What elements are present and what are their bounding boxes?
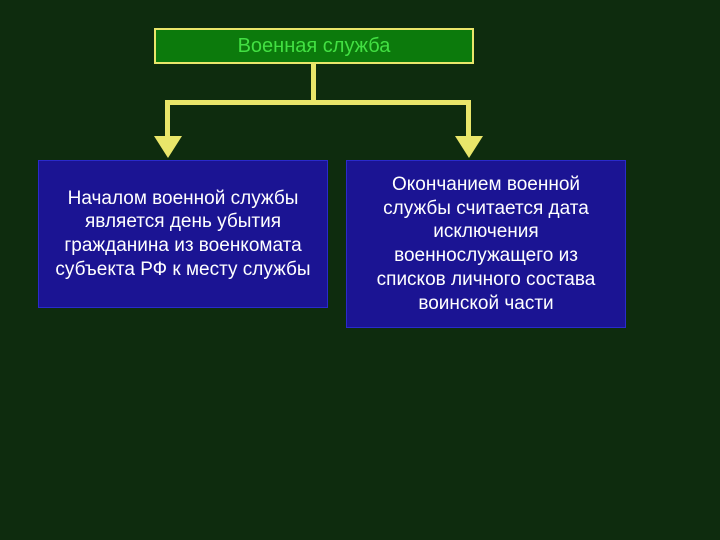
title-text: Военная служба	[238, 35, 391, 58]
node-start-text: Началом военной службы является день убы…	[49, 187, 317, 282]
connector-drop-right	[466, 100, 471, 136]
node-end: Окончанием военной службы считается дата…	[346, 160, 626, 328]
diagram-canvas: Военная служба Началом военной службы яв…	[0, 0, 720, 540]
connector-stem	[311, 64, 316, 100]
title-box: Военная служба	[154, 28, 474, 64]
connector-hbar	[165, 100, 471, 105]
connector-drop-left	[165, 100, 170, 136]
arrowhead-left	[154, 136, 182, 158]
node-start: Началом военной службы является день убы…	[38, 160, 328, 308]
node-end-text: Окончанием военной службы считается дата…	[357, 173, 615, 316]
arrowhead-right	[455, 136, 483, 158]
